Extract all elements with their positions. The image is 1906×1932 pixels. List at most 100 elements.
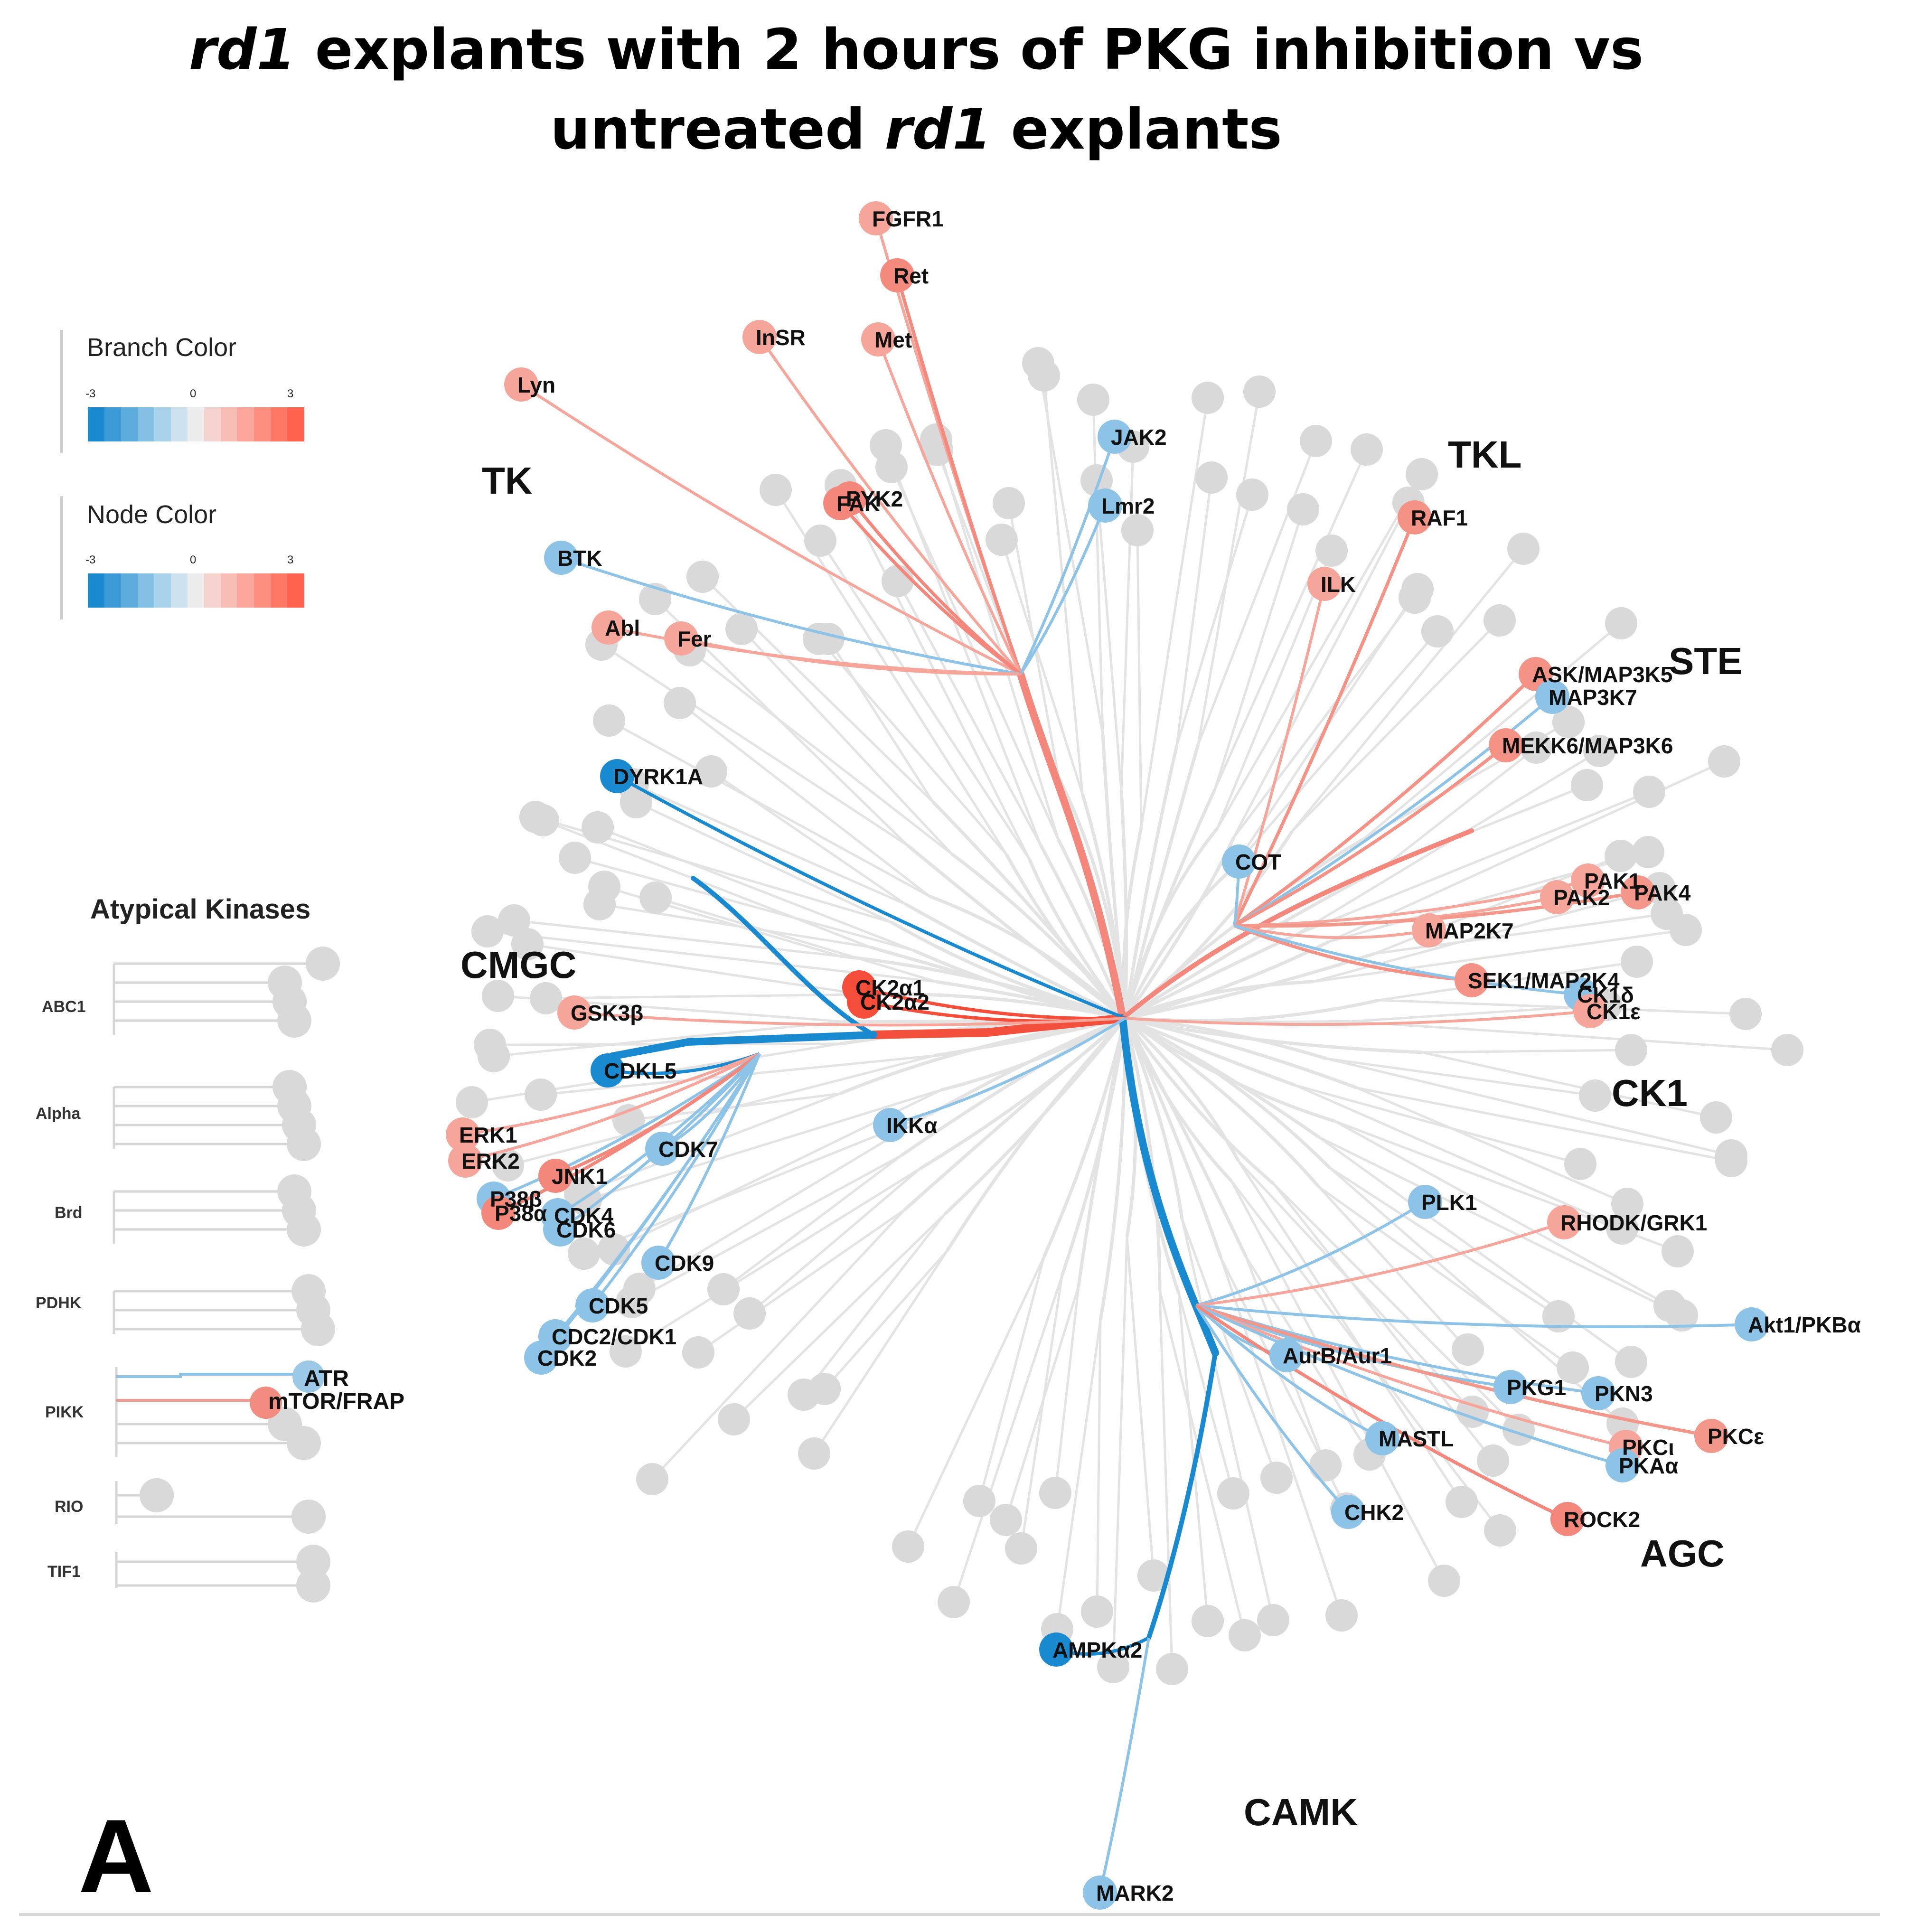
node-sek1-map2k4 <box>1455 963 1489 997</box>
kinase-label-cdk5: CDK5 <box>589 1294 648 1318</box>
node-ck2-2 <box>847 985 881 1019</box>
kinase-label-raf1: RAF1 <box>1411 506 1468 530</box>
branch-raf1 <box>1232 516 1417 927</box>
title-line2-start: untreated <box>550 96 885 162</box>
kinase-node <box>682 1336 714 1369</box>
node-map3k7 <box>1535 680 1569 714</box>
kinase-label-pkg1: PKG1 <box>1507 1375 1566 1400</box>
legend-branch-label: Branch Color <box>87 333 236 362</box>
kinase-node <box>610 1335 642 1368</box>
kinase-node <box>1406 458 1438 490</box>
legend-branch-min: -3 <box>85 387 95 400</box>
kinase-node <box>1633 776 1665 808</box>
kinase-node <box>1097 1651 1129 1683</box>
kinase-label-pak2: PAK2 <box>1553 885 1610 910</box>
kinase-node <box>1615 1034 1647 1066</box>
legend-node-scale <box>88 573 304 608</box>
atypical-group-pdhk: PDHK <box>36 1294 82 1312</box>
atypical-label-atr: ATR <box>304 1366 349 1391</box>
legend-node-swatch <box>271 573 288 608</box>
kinase-label-cdc2-cdk1: CDC2/CDK1 <box>552 1324 676 1349</box>
kinase-node <box>598 1233 630 1266</box>
legend-node-swatch <box>204 573 221 608</box>
kinase-node <box>498 904 530 937</box>
group-label-agc: AGC <box>1640 1532 1725 1575</box>
kinase-node <box>1606 1212 1638 1245</box>
node-ret <box>880 258 914 292</box>
kinase-node <box>1557 1351 1589 1384</box>
node-akt1-pkb <box>1735 1307 1769 1341</box>
node-rhodk-grk1 <box>1547 1205 1581 1239</box>
kinase-node <box>1039 1477 1071 1509</box>
kinase-node <box>1309 1449 1342 1482</box>
kinase-node <box>1195 461 1228 494</box>
kinase-node <box>1708 745 1740 778</box>
atypical-node <box>287 1212 321 1247</box>
kinase-node <box>1315 535 1348 567</box>
node-erk1 <box>446 1117 480 1152</box>
legend-node-swatch <box>154 573 171 608</box>
kinase-label-cdk4: CDK4 <box>554 1203 614 1228</box>
kinase-node <box>1243 375 1276 408</box>
kinase-node <box>482 980 514 1012</box>
kinase-node <box>1121 514 1154 546</box>
highlight-branches <box>462 218 1752 1893</box>
atypical-label-mtor: mTOR/FRAP <box>268 1389 404 1414</box>
kinase-node <box>1507 533 1540 565</box>
kinase-node <box>1583 735 1615 767</box>
kinase-label-ck1: CK1ε <box>1587 999 1641 1024</box>
kinase-node <box>1564 1148 1596 1180</box>
kinase-node <box>1156 1653 1188 1685</box>
node-ampk-2 <box>1039 1632 1073 1667</box>
kinase-label-pak4: PAK4 <box>1634 881 1691 905</box>
group-label-tk: TK <box>482 460 533 502</box>
kinase-label-ask-map3k5: ASK/MAP3K5 <box>1532 662 1673 687</box>
kinase-node <box>1571 769 1603 801</box>
kinase-node <box>471 915 504 947</box>
group-labels: TK TKL STE CK1 AGC CAMK CMGC <box>460 433 1743 1833</box>
branch-cdk9 <box>657 1053 761 1264</box>
kinase-node <box>1287 493 1319 525</box>
atypical-group-brd: Brd <box>55 1204 83 1222</box>
legend-branch-max: 3 <box>287 387 293 400</box>
node-erk2 <box>448 1144 482 1178</box>
kinase-node <box>1005 1532 1037 1565</box>
legend-node-swatch <box>171 573 188 608</box>
legend-branch-swatch <box>254 407 271 441</box>
kinase-label-btk: BTK <box>557 546 602 571</box>
kinase-label-map3k7: MAP3K7 <box>1549 685 1637 710</box>
legend-branch-swatch <box>221 407 238 441</box>
atypical-node <box>301 1312 335 1346</box>
group-label-ck1: CK1 <box>1612 1072 1688 1114</box>
node-cdk5 <box>575 1288 610 1322</box>
branch-dyrk1a <box>616 774 1126 1020</box>
legend-node-min: -3 <box>85 553 95 566</box>
group-label-camk: CAMK <box>1244 1791 1358 1833</box>
atypical-node <box>277 1004 311 1038</box>
branch-erk2 <box>465 1052 761 1162</box>
node-cdk6 <box>543 1212 577 1247</box>
kinase-node <box>1632 836 1664 868</box>
node-cdkl5 <box>591 1053 625 1088</box>
atypical-title: Atypical Kinases <box>90 894 310 925</box>
legend-node-swatch <box>88 573 105 608</box>
kinase-node <box>582 811 614 844</box>
kinase-node <box>1542 1300 1575 1332</box>
atypical-labels: Atypical Kinases ABC1 Alpha Brd PDHK PIK… <box>36 894 310 1581</box>
kinase-node <box>593 704 625 737</box>
figure-title: rd1 explants with 2 hours of PKG inhibit… <box>0 9 1832 169</box>
kinase-label-ck2-1: CK2α1 <box>855 975 925 1000</box>
atypical-node-mtor <box>250 1387 282 1419</box>
kinase-node <box>492 1149 524 1182</box>
branch-btk <box>561 556 1021 675</box>
kinase-node <box>583 888 616 920</box>
kinase-node <box>1325 1599 1358 1632</box>
kinase-label-cot: COT <box>1235 850 1281 874</box>
kinase-node <box>1520 732 1552 764</box>
branch-fak <box>839 502 1022 675</box>
node-chk2 <box>1331 1495 1365 1529</box>
branch-ilk <box>1233 583 1326 926</box>
group-label-tkl: TKL <box>1448 433 1522 476</box>
branch-ask-map3k5 <box>1233 673 1537 927</box>
